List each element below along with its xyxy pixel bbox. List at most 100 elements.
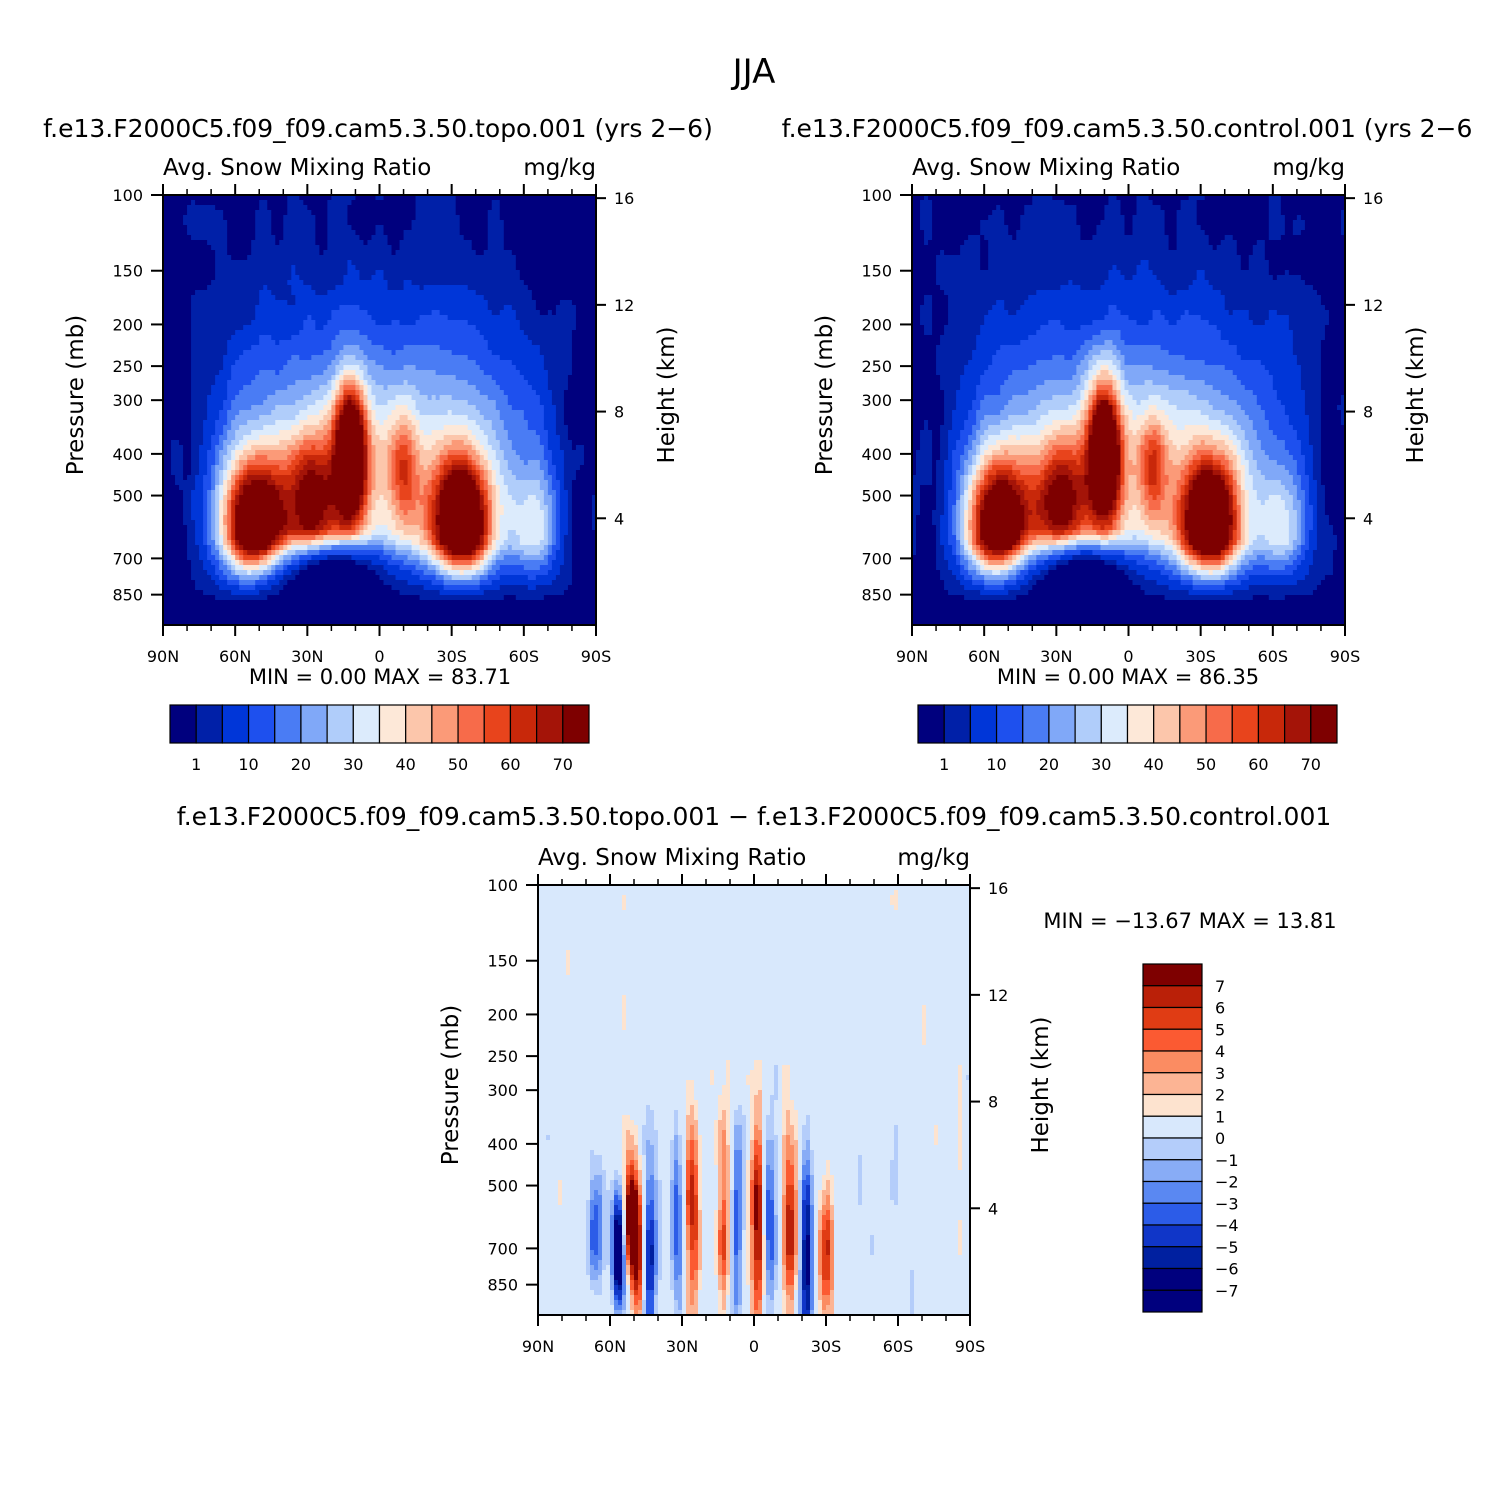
contour-cell: [495, 560, 549, 566]
contour-cell: [1092, 235, 1170, 241]
contour-cell: [1188, 505, 1230, 511]
contour-cell: [563, 540, 573, 546]
contour-cell: [626, 1145, 639, 1151]
contour-cell: [538, 905, 623, 911]
contour-cell: [952, 520, 957, 526]
contour-cell: [1088, 420, 1094, 426]
contour-cell: [570, 960, 971, 966]
contour-cell: [1188, 440, 1202, 446]
contour-cell: [591, 520, 597, 526]
contour-cell: [327, 205, 349, 211]
contour-cell: [339, 380, 345, 386]
contour-cell: [1024, 515, 1029, 521]
contour-cell: [479, 535, 485, 541]
contour-cell: [227, 420, 232, 426]
contour-cell: [339, 400, 345, 406]
contour-cell: [327, 365, 336, 371]
contour-cell: [227, 550, 232, 556]
contour-cell: [1312, 505, 1318, 511]
contour-cell: [1240, 265, 1250, 271]
contour-cell: [191, 400, 208, 406]
contour-cell: [563, 465, 581, 471]
contour-cell: [1236, 460, 1242, 466]
contour-cell: [371, 410, 377, 416]
contour-cell: [475, 560, 481, 566]
contour-cell: [363, 460, 369, 466]
contour-cell: [1084, 465, 1090, 471]
contour-cell: [163, 550, 188, 556]
contour-cell: [231, 405, 252, 411]
contour-cell: [936, 530, 941, 536]
contour-cell: [271, 555, 276, 561]
contour-cell: [1288, 515, 1298, 521]
contour-cell: [411, 410, 421, 416]
contour-cell: [195, 580, 216, 586]
contour-cell: [1160, 395, 1198, 401]
contour-cell: [938, 1125, 959, 1131]
contour-cell: [231, 590, 260, 596]
contour-cell: [774, 1090, 779, 1096]
contour-cell: [435, 510, 441, 516]
contour-cell: [1332, 525, 1346, 531]
contour-cell: [559, 515, 569, 521]
contour-cell: [411, 445, 417, 451]
contour-cell: [559, 530, 569, 536]
contour-cell: [786, 1130, 795, 1136]
contour-cell: [1080, 395, 1085, 401]
contour-cell: [1340, 395, 1346, 401]
contour-cell: [319, 530, 328, 536]
colorbar-swatch: [917, 704, 945, 744]
contour-cell: [267, 480, 276, 486]
contour-cell: [976, 390, 1001, 396]
contour-cell: [315, 535, 324, 541]
contour-cell: [1284, 220, 1294, 226]
contour-cell: [1232, 480, 1238, 486]
contour-cell: [538, 1025, 623, 1031]
contour-cell: [419, 595, 505, 601]
contour-cell: [163, 450, 172, 456]
contour-cell: [559, 510, 569, 516]
contour-cell: [415, 470, 433, 476]
contour-cell: [235, 535, 276, 541]
contour-cell: [912, 235, 925, 241]
contour-cell: [1004, 210, 1025, 216]
contour-cell: [718, 1100, 731, 1106]
contour-cell: [1176, 210, 1198, 216]
contour-cell: [1164, 455, 1170, 461]
contour-cell: [1156, 480, 1162, 486]
contour-cell: [391, 460, 397, 466]
contour-cell: [1152, 495, 1158, 501]
contour-cell: [191, 305, 256, 311]
x-tick-label: 30N: [291, 647, 323, 666]
contour-cell: [567, 425, 597, 431]
contour-cell: [375, 525, 389, 531]
contour-cell: [912, 370, 937, 376]
contour-cell: [395, 575, 421, 581]
contour-cell: [1292, 340, 1322, 346]
contour-cell: [247, 550, 260, 556]
contour-cell: [367, 515, 373, 521]
contour-cell: [403, 380, 409, 386]
contour-cell: [555, 540, 561, 546]
contour-cell: [936, 500, 945, 506]
contour-cell: [1244, 490, 1250, 496]
contour-cell: [1000, 385, 1037, 391]
contour-cell: [219, 485, 224, 491]
contour-cell: [992, 465, 1013, 471]
contour-cell: [1268, 200, 1282, 206]
y2-tick-label: 16: [614, 189, 634, 208]
contour-cell: [1140, 480, 1146, 486]
contour-cell: [626, 1010, 923, 1016]
contour-cell: [203, 495, 208, 501]
contour-cell: [1324, 305, 1346, 311]
contour-cell: [511, 405, 545, 411]
contour-cell: [403, 235, 465, 241]
contour-cell: [980, 480, 985, 486]
contour-cell: [339, 405, 345, 411]
contour-cell: [351, 260, 517, 266]
contour-cell: [730, 1125, 735, 1131]
contour-cell: [1068, 525, 1077, 531]
contour-cell: [634, 1140, 639, 1146]
contour-cell: [1104, 560, 1118, 566]
contour-cell: [503, 540, 521, 546]
